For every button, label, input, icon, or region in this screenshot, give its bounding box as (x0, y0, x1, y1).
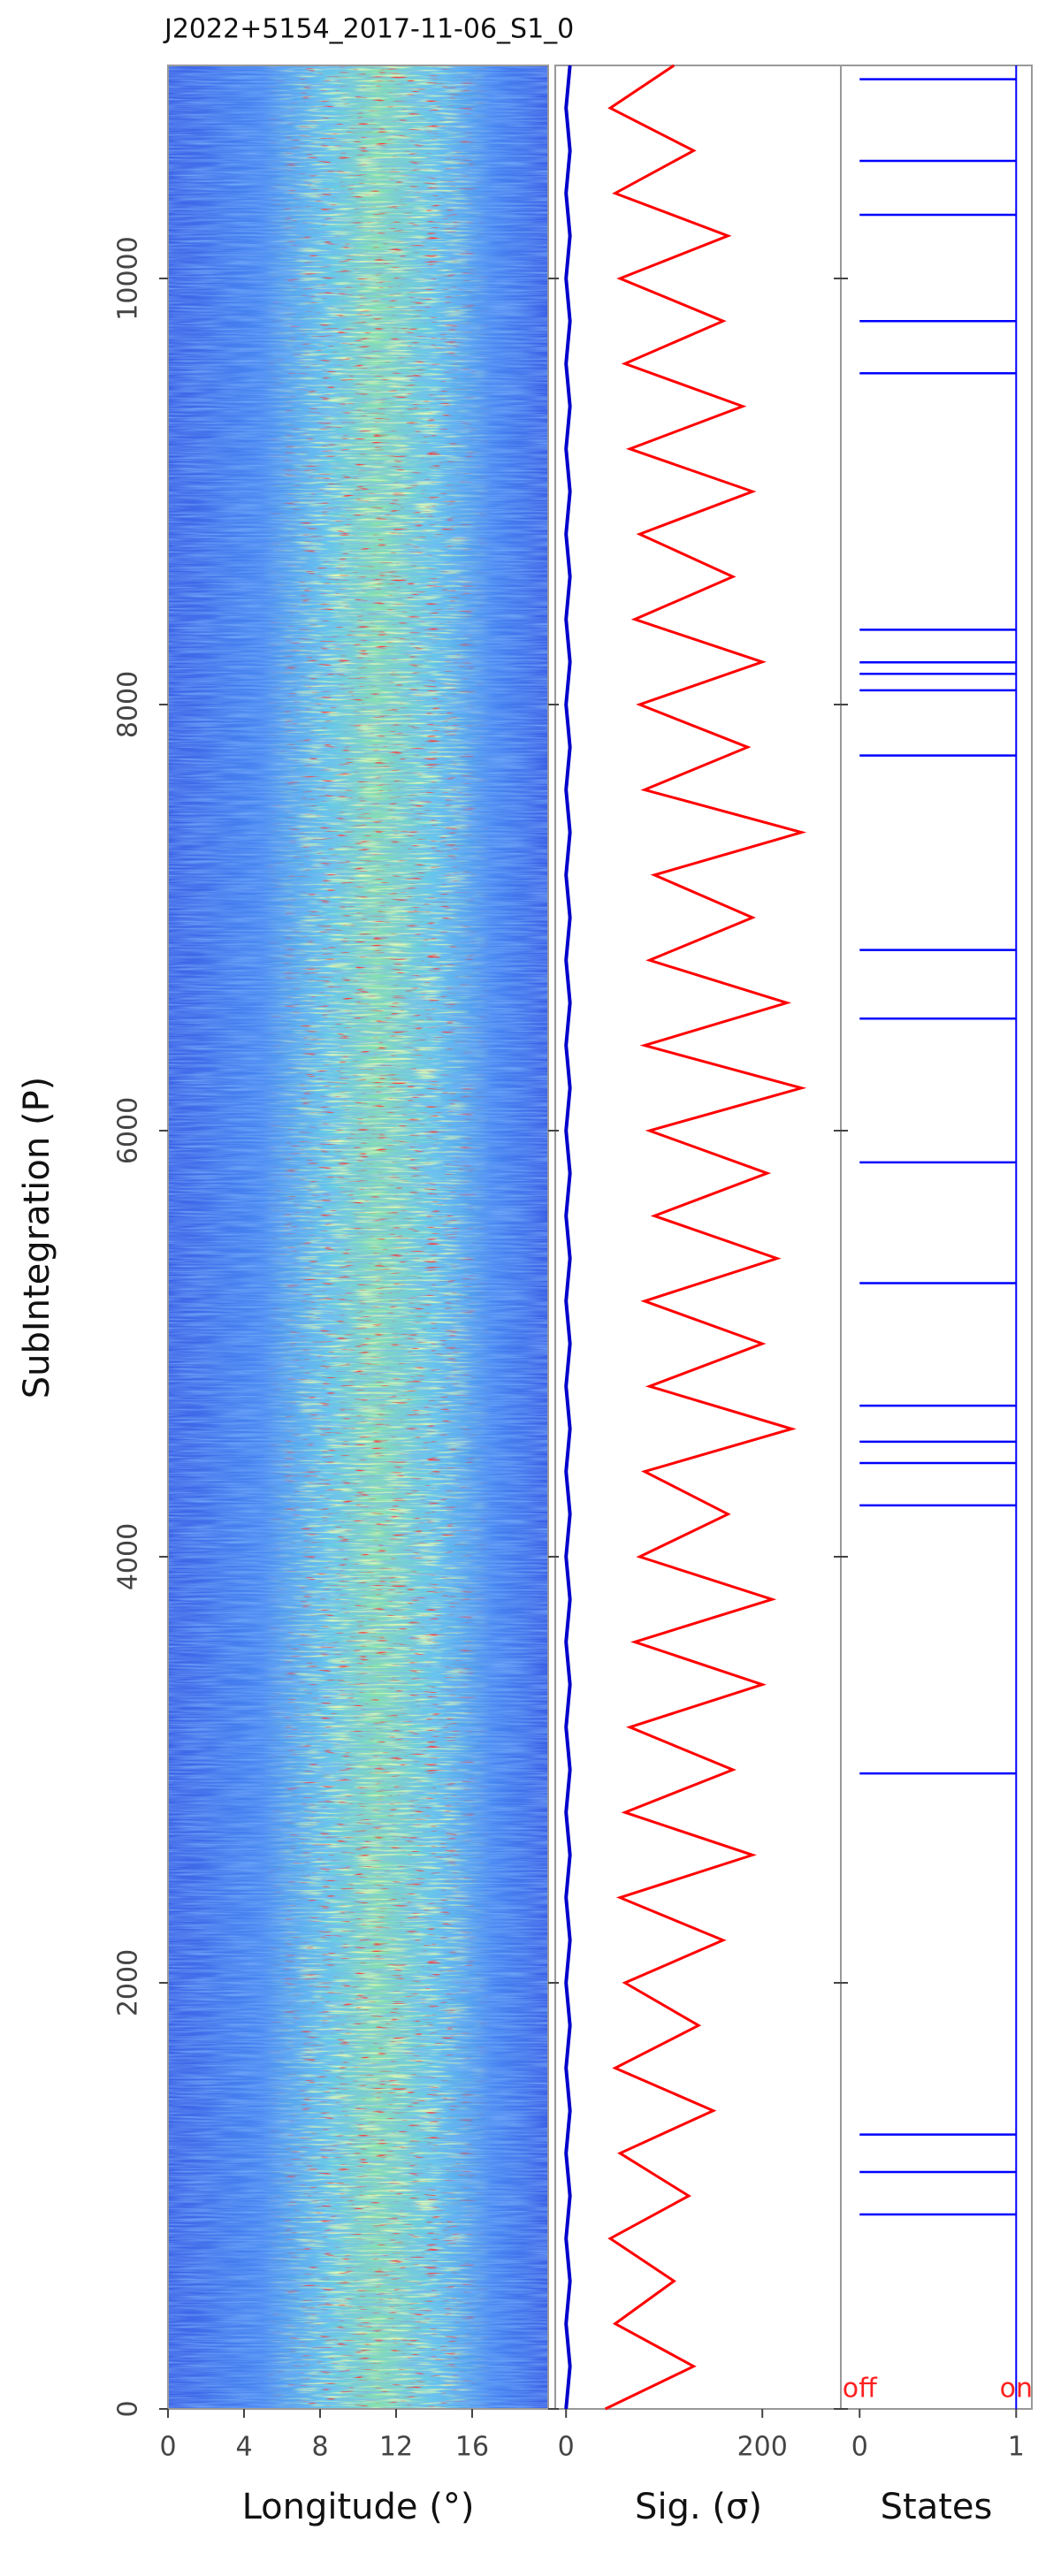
y-axis-label: SubIntegration (P) (17, 1077, 57, 1399)
y-tick-label: 8000 (113, 671, 144, 738)
x-tick-label: 8 (311, 2432, 328, 2463)
x-tick-label: 1 (1008, 2432, 1025, 2463)
y-tick-label: 0 (113, 2400, 144, 2417)
x-axis-label: Sig. (σ) (635, 2487, 762, 2527)
heatmap (168, 65, 548, 2409)
x-axis-label: Longitude (°) (242, 2487, 475, 2527)
y-tick-label: 6000 (113, 1097, 144, 1164)
y-tick-label: 2000 (113, 1949, 144, 2016)
chart-title: J2022+5154_2017-11-06_S1_0 (163, 14, 574, 45)
x-tick-label: 0 (159, 2432, 176, 2463)
x-tick-label: 0 (558, 2432, 575, 2463)
x-tick-label: 4 (235, 2432, 252, 2463)
x-axis-label: States (881, 2487, 993, 2527)
panel-frame (840, 65, 1033, 2410)
panel-frame (554, 65, 842, 2410)
heatmap-hot (168, 65, 548, 2409)
x-tick-label: 16 (455, 2432, 489, 2463)
x-tick-label: 0 (851, 2432, 868, 2463)
signal-line (564, 65, 572, 2410)
x-tick-label: 200 (737, 2432, 788, 2463)
panel-frame (167, 65, 549, 2410)
y-tick-label: 10000 (113, 236, 144, 320)
signal-line (604, 64, 807, 2411)
x-tick-label: 12 (379, 2432, 413, 2463)
state-label: off (843, 2374, 878, 2405)
state-label: on (1000, 2374, 1033, 2405)
y-tick-label: 4000 (113, 1523, 144, 1590)
